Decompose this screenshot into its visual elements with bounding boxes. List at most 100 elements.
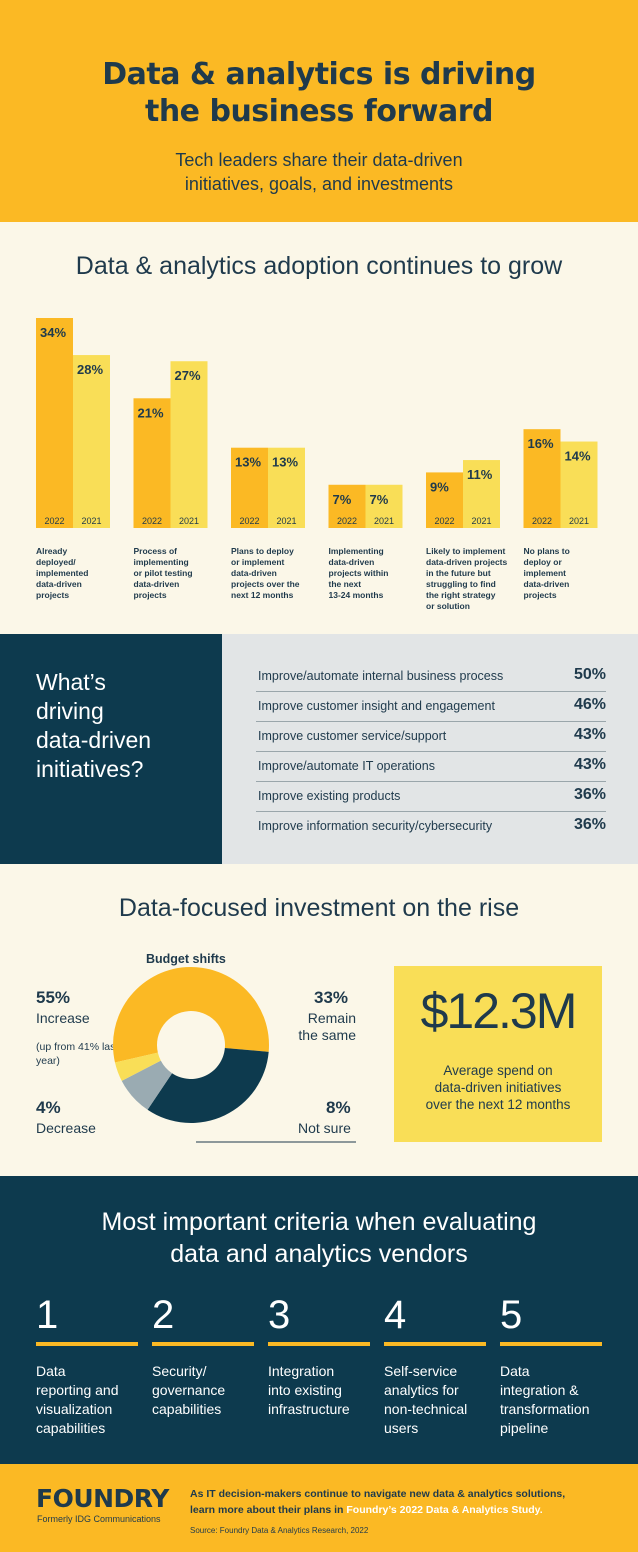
- study-link[interactable]: Foundry’s 2022 Data & Analytics Study.: [346, 1504, 543, 1516]
- criteria-text-line: Data: [36, 1363, 66, 1379]
- page-subtitle-line2: initiatives, goals, and investments: [184, 174, 454, 194]
- driver-value: 46%: [573, 696, 606, 713]
- criteria-text-line: Self-service: [384, 1363, 458, 1379]
- bar-value-label: 13%: [235, 455, 261, 470]
- bar-year-label: 2021: [276, 516, 296, 526]
- criteria-title-line: Most important criteria when evaluating: [101, 1208, 537, 1236]
- driver-row: Improve/automate internal business proce…: [256, 662, 606, 692]
- bar-category-line: the right strategy: [426, 590, 496, 600]
- criteria-text-line: reporting and: [36, 1382, 119, 1398]
- criteria-item: 3 Integration into existing infrastructure: [268, 1294, 372, 1419]
- bar-category-line: data-driven: [523, 579, 570, 589]
- bar-year-label: 2022: [532, 516, 552, 526]
- driver-value: 36%: [573, 816, 606, 833]
- bar-category-line: Process of: [133, 546, 177, 556]
- bar-category-line: data-driven projects: [426, 557, 508, 567]
- bar-2021: [365, 484, 403, 528]
- criteria-text: Self-service analytics for non-technical us…: [384, 1362, 488, 1438]
- criteria-text-line: transformation: [500, 1401, 590, 1417]
- driver-row: Improve/automate IT operations 43%: [256, 752, 606, 782]
- criteria-item: 2 Security/governance capabilities: [152, 1294, 256, 1419]
- driver-label: Improve existing products: [258, 789, 401, 803]
- bar-category-line: or implement: [231, 557, 285, 567]
- budget-shifts-title: Budget shifts: [146, 952, 226, 966]
- bar-category-line: or pilot testing: [133, 568, 193, 578]
- bar-category-label: Already deployed/implemented data-driven pr…: [36, 546, 124, 601]
- bar-2021: [560, 441, 598, 528]
- criteria-text-line: analytics for: [384, 1382, 459, 1398]
- criteria-text-line: Data: [500, 1363, 530, 1379]
- drivers-question-line: data-driven: [36, 727, 152, 753]
- donut-slice: [121, 1060, 173, 1110]
- criteria-text: Integration into existing infrastructure: [268, 1362, 372, 1419]
- bar-category-line: struggling to find: [426, 579, 496, 589]
- bar-value-label: 7%: [333, 492, 352, 507]
- criteria-divider: [500, 1342, 602, 1346]
- average-spend-line: over the next 12 months: [425, 1097, 571, 1112]
- header-banner: Data & analytics is driving the business…: [0, 0, 638, 222]
- bar-category-line: data-driven: [36, 579, 82, 589]
- driver-row: Improve information security/cybersecuri…: [256, 812, 606, 842]
- criteria-text-line: pipeline: [500, 1420, 549, 1436]
- driver-label: Improve information security/cybersecuri…: [258, 819, 493, 833]
- average-spend-amount: $12.3M: [420, 983, 578, 1039]
- bar-category-line: next 12 months: [231, 590, 294, 600]
- bar-2022: [426, 472, 463, 528]
- bar-2021: [170, 361, 208, 528]
- bar-value-label: 27%: [175, 368, 201, 383]
- page-subtitle-line1: Tech leaders share their data-driven: [175, 150, 463, 170]
- average-spend-line: data-driven initiatives: [434, 1080, 562, 1095]
- bar-category-line: projects: [133, 590, 167, 600]
- criteria-divider: [36, 1342, 138, 1346]
- bar-category-line: the next: [328, 579, 362, 589]
- drivers-question-line: What’s: [36, 669, 106, 695]
- adoption-section: Data & analytics adoption continues to g…: [0, 222, 638, 634]
- same-label-line: the same: [298, 1027, 356, 1043]
- criteria-divider: [268, 1342, 370, 1346]
- criteria-rank: 2: [152, 1293, 175, 1337]
- criteria-text-line: infrastructure: [268, 1401, 350, 1417]
- bar-category-label: Plans to deploy or implement data-driven pr…: [231, 546, 319, 601]
- criteria-rank: 1: [36, 1293, 59, 1337]
- driver-label: Improve customer insight and engagement: [258, 699, 495, 713]
- page-title: Data & analytics is driving the business…: [0, 56, 638, 130]
- drivers-question: What’s driving data-driven initiatives?: [36, 668, 206, 784]
- drivers-section: What’s driving data-driven initiatives? …: [0, 634, 638, 864]
- bar-2021: [73, 355, 110, 528]
- bar-category-line: implemented: [36, 568, 89, 578]
- criteria-text: Data integration & transformation pipeline: [500, 1362, 604, 1438]
- criteria-text-line: Security/: [152, 1363, 207, 1379]
- average-spend-description: Average spend on data-driven initiatives…: [394, 1062, 602, 1113]
- notsure-pct: 8%: [326, 1098, 351, 1117]
- criteria-rank: 3: [268, 1293, 291, 1337]
- bar-year-label: 2022: [337, 516, 357, 526]
- formerly-text: Formerly IDG Communications: [37, 1514, 161, 1524]
- average-spend-box: $12.3M Average spend on data-driven init…: [394, 966, 602, 1142]
- notsure-label: Not sure: [298, 1120, 351, 1136]
- criteria-text-line: governance: [152, 1382, 226, 1398]
- bar-value-label: 14%: [565, 449, 591, 464]
- driver-label: Improve/automate IT operations: [258, 759, 435, 773]
- bar-category-line: implementing: [133, 557, 189, 567]
- bar-value-label: 9%: [430, 479, 449, 494]
- average-spend-line: Average spend on: [443, 1063, 553, 1078]
- drivers-question-panel: What’s driving data-driven initiatives?: [0, 634, 222, 864]
- driver-value: 36%: [573, 786, 606, 803]
- bar-2022: [523, 429, 561, 528]
- bar-category-line: deployed/: [36, 557, 76, 567]
- driver-row: Improve customer insight and engagement …: [256, 692, 606, 722]
- criteria-text-line: into existing: [268, 1382, 342, 1398]
- bar-year-label: 2022: [434, 516, 454, 526]
- criteria-text-line: capabilities: [36, 1420, 106, 1436]
- criteria-text: Security/governance capabilities: [152, 1362, 256, 1419]
- investment-title: Data-focused investment on the rise: [118, 894, 520, 922]
- page-subtitle: Tech leaders share their data-driven ini…: [0, 148, 638, 196]
- bar-category-line: projects: [36, 590, 70, 600]
- driver-value: 50%: [573, 666, 606, 683]
- criteria-item: 4 Self-service analytics for non-technical u…: [384, 1294, 488, 1438]
- foundry-logo: FOUNDRY: [36, 1484, 169, 1513]
- criteria-item: 5 Data integration & transformation pipeline: [500, 1294, 604, 1438]
- footer-message-part: learn more about their plans in: [190, 1504, 347, 1516]
- bar-category-line: deploy or: [523, 557, 562, 567]
- donut-slice: [114, 1052, 161, 1081]
